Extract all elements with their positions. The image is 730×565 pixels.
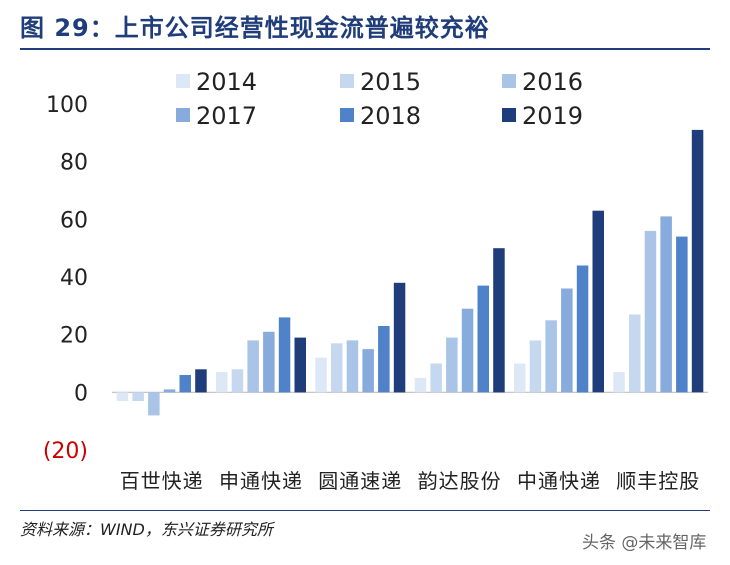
bar-2015-1	[231, 369, 244, 393]
bar-2016-0	[148, 392, 160, 416]
y-tick-label: 20	[60, 324, 88, 349]
bar-2019-4	[592, 210, 604, 393]
x-category-label: 中通快递	[517, 469, 601, 493]
bar-2014-3	[414, 377, 427, 393]
x-category-label: 圆通速递	[318, 469, 402, 493]
y-tick-label: 60	[60, 208, 88, 233]
legend-swatch-2018	[340, 108, 354, 122]
bar-2019-3	[493, 248, 505, 393]
bar-2014-1	[216, 372, 228, 393]
legend-swatch-2016	[502, 74, 516, 88]
bar-2017-4	[561, 288, 573, 393]
bar-2017-2	[362, 349, 374, 393]
source-note: 资料来源：WIND，东兴证券研究所	[20, 520, 273, 539]
y-tick-label: 0	[74, 381, 88, 406]
bar-2018-5	[676, 236, 688, 393]
bar-2016-2	[346, 340, 359, 393]
x-category-label: 百世快递	[120, 469, 204, 493]
y-tick-label: 40	[60, 266, 88, 291]
y-tick-label: 100	[46, 93, 88, 118]
legend-swatch-2019	[502, 108, 516, 122]
legend-label: 2017	[196, 102, 257, 130]
bar-2018-4	[576, 265, 589, 393]
legend-label: 2014	[196, 68, 257, 96]
bar-2019-2	[393, 282, 406, 393]
bar-2014-5	[613, 372, 625, 393]
legend-swatch-2017	[176, 108, 190, 122]
bar-2015-4	[529, 340, 542, 393]
bar-2015-3	[430, 363, 442, 393]
watermark: 头条 @未来智库	[582, 533, 707, 553]
bar-chart: 2014 2015 2016 2017 2018 2019 100 80 60 40 20 0 (20…	[43, 68, 708, 493]
legend-label: 2015	[360, 68, 421, 96]
y-axis: 100 80 60 40 20 0 (20)	[43, 93, 708, 464]
y-tick-label: (20)	[43, 439, 88, 464]
bar-2017-5	[660, 216, 672, 393]
y-tick-label: 80	[60, 151, 88, 176]
bar-2015-5	[629, 314, 641, 393]
bar-2014-0	[116, 392, 129, 401]
bar-2016-1	[247, 340, 259, 393]
bar-2019-5	[691, 129, 704, 393]
x-category-label: 韵达股份	[418, 469, 502, 493]
figure-title: 图 29：上市公司经营性现金流普遍较充裕	[20, 14, 490, 42]
bar-2014-2	[315, 357, 327, 393]
bar-2018-3	[477, 285, 489, 393]
bar-2018-1	[278, 317, 291, 393]
legend-label: 2018	[360, 102, 421, 130]
legend-swatch-2014	[176, 74, 190, 88]
bar-2016-3	[446, 337, 458, 393]
x-category-label: 顺丰控股	[616, 469, 700, 493]
bar-2019-0	[195, 369, 207, 393]
legend-label: 2019	[522, 102, 583, 130]
title-rule	[20, 48, 710, 50]
bars	[116, 129, 704, 416]
legend-label: 2016	[522, 68, 583, 96]
bar-2019-1	[294, 337, 306, 393]
bar-2017-3	[461, 308, 474, 393]
legend: 2014 2015 2016 2017 2018 2019	[176, 68, 583, 130]
legend-swatch-2015	[340, 74, 354, 88]
bar-2016-4	[545, 320, 557, 393]
bar-2018-2	[378, 326, 390, 393]
bar-2015-2	[331, 343, 343, 393]
x-axis: 百世快递 申通快递 圆通速递 韵达股份 中通快递 顺丰控股	[120, 469, 700, 493]
bar-2018-0	[179, 375, 191, 393]
source-rule	[20, 510, 710, 511]
x-category-label: 申通快递	[219, 469, 303, 493]
bar-2015-0	[132, 392, 144, 401]
bar-2014-4	[514, 363, 526, 393]
bar-2017-0	[163, 389, 176, 393]
bar-2016-5	[644, 230, 657, 393]
bar-2017-1	[263, 331, 275, 393]
